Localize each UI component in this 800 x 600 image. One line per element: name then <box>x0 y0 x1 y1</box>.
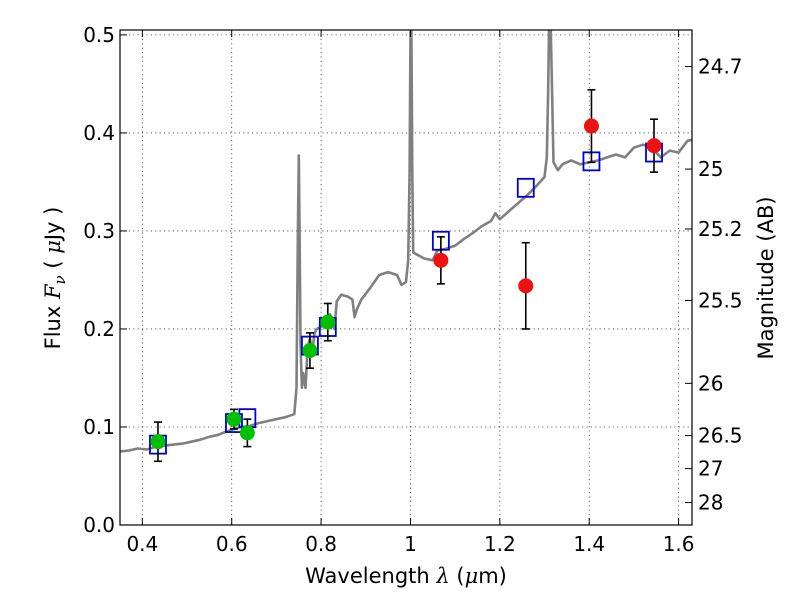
data-point <box>239 425 255 441</box>
y2-tick-label: 26 <box>698 371 723 395</box>
x-tick-label: 0.4 <box>126 532 158 556</box>
y-tick-label: 0.0 <box>83 513 115 537</box>
y-tick-label: 0.1 <box>83 415 115 439</box>
y-tick-label: 0.4 <box>83 121 115 145</box>
x-axis-title: Wavelength λ (μm) <box>305 564 507 588</box>
y-axis-title: Flux Fν ( μJy ) <box>41 207 69 350</box>
y2-tick-label: 24.7 <box>698 55 743 79</box>
x-tick-label: 1.4 <box>573 532 605 556</box>
data-point <box>583 118 599 134</box>
observed-photometry-markers <box>150 118 662 450</box>
y-tick-label: 0.2 <box>83 317 115 341</box>
spectrum-line <box>120 30 692 453</box>
data-point <box>302 343 318 359</box>
y2-tick-label: 27 <box>698 457 723 481</box>
y2-tick-label: 25.5 <box>698 288 743 312</box>
data-point <box>150 434 166 450</box>
y-tick-label: 0.3 <box>83 219 115 243</box>
y2-tick-label: 26.5 <box>698 424 743 448</box>
axis-ticks <box>120 30 692 526</box>
data-point <box>226 411 242 427</box>
data-point <box>646 138 662 154</box>
data-point <box>518 278 534 294</box>
model-square-marker <box>516 177 535 198</box>
tick-labels: 0.4 0.6 0.8 1 1.2 1.4 1.6 0.0 0.1 0.2 0.3 0.4 0.5 24.… <box>83 23 742 556</box>
y2-axis-title: Magnitude (AB) <box>754 196 778 359</box>
data-point <box>433 252 449 268</box>
x-tick-label: 1.2 <box>484 532 516 556</box>
model-photometry-markers <box>149 142 663 455</box>
y-tick-label: 0.5 <box>83 23 115 47</box>
model-spectrum <box>120 30 692 453</box>
x-tick-label: 1.6 <box>663 532 695 556</box>
data-point <box>320 314 336 330</box>
y2-tick-label: 28 <box>698 491 723 515</box>
x-tick-label: 1 <box>404 532 417 556</box>
y2-tick-label: 25 <box>698 157 723 181</box>
x-tick-label: 0.6 <box>216 532 248 556</box>
plot-frame <box>119 29 693 526</box>
x-tick-label: 0.8 <box>305 532 337 556</box>
y2-tick-label: 25.2 <box>698 217 743 241</box>
